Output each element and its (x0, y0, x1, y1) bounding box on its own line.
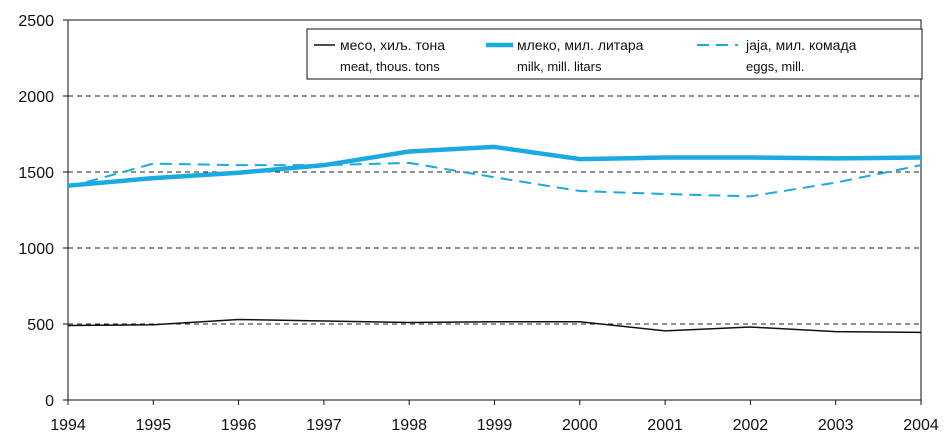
legend-label-meat: месо, хиљ. тона (340, 37, 445, 53)
axes (63, 19, 922, 405)
x-tick-label-1999: 1999 (477, 417, 513, 434)
series-line-meat (67, 318, 922, 334)
legend-sublabel-meat: meat, thous. tons (340, 59, 440, 74)
y-tick-label-500: 500 (27, 317, 54, 334)
x-tick-label-1996: 1996 (221, 417, 257, 434)
gridlines (68, 95, 921, 325)
x-tick-label-2001: 2001 (647, 417, 683, 434)
tick-labels: 1994 1995 1996 1997 1998 1999 2000 2001 2002 2003… (18, 13, 938, 434)
series-line-milk (67, 144, 922, 188)
y-tick-label-1000: 1000 (18, 241, 54, 258)
y-tick-label-2000: 2000 (18, 89, 54, 106)
x-tick-label-2000: 2000 (562, 417, 598, 434)
x-tick-label-1994: 1994 (50, 417, 86, 434)
legend-label-milk: млеко, мил. литара (517, 37, 644, 53)
x-tick-label-2002: 2002 (733, 417, 769, 434)
legend-box (306, 28, 923, 80)
x-tick-label-2004: 2004 (903, 417, 939, 434)
x-tick-label-1997: 1997 (306, 417, 342, 434)
legend-sublabel-eggs: eggs, mill. (746, 59, 805, 74)
y-tick-label-2500: 2500 (18, 13, 54, 30)
series-line-eggs (67, 161, 922, 198)
legend-label-eggs: jaja, мил. комада (745, 37, 857, 53)
x-tick-label-2003: 2003 (818, 417, 854, 434)
legend: месо, хиљ. тона meat, thous. tons млеко,… (306, 28, 923, 80)
legend-sublabel-milk: milk, mill. litars (517, 59, 602, 74)
y-tick-label-1500: 1500 (18, 165, 54, 182)
x-tick-label-1995: 1995 (136, 417, 172, 434)
y-tick-label-0: 0 (45, 393, 54, 410)
x-tick-label-1998: 1998 (391, 417, 427, 434)
series-lines (67, 144, 922, 334)
